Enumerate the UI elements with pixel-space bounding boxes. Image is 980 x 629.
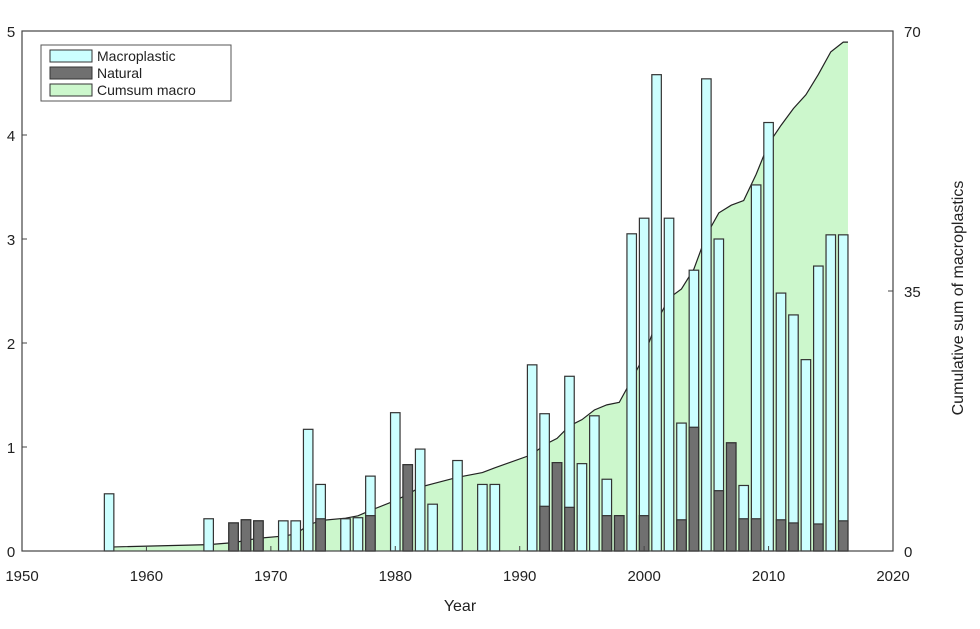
bar-natural-2007 <box>725 442 737 552</box>
x-tick-label: 1980 <box>379 568 412 585</box>
legend-label-cumsum: Cumsum macro <box>97 82 196 98</box>
bar-natural-1993 <box>551 462 563 552</box>
bar-macroplastic-1982 <box>414 448 426 552</box>
y2-tick-label: 35 <box>904 284 921 301</box>
bar-layer <box>103 74 849 552</box>
bar-macroplastic-1985 <box>452 459 463 552</box>
y-tick-label: 1 <box>7 440 15 457</box>
cumsum-area <box>113 42 848 552</box>
bar-natural-2008 <box>738 518 750 552</box>
bar-natural-2000 <box>638 515 650 552</box>
x-tick-label: 2020 <box>876 568 909 585</box>
bar-macroplastic-1987 <box>477 483 488 552</box>
bar-macroplastic-1995 <box>576 463 588 552</box>
bar-natural-1969 <box>253 520 264 552</box>
bar-macroplastic-1965 <box>203 518 214 552</box>
bar-natural-2004 <box>688 426 700 552</box>
legend-label-natural: Natural <box>97 65 142 81</box>
bar-macroplastic-2001 <box>651 74 662 552</box>
x-tick-label: 1970 <box>254 568 287 585</box>
bar-macroplastic-1983 <box>427 503 438 552</box>
y-tick-label: 0 <box>7 544 15 561</box>
bar-natural-1994 <box>564 506 575 552</box>
bar-macroplastic-2015 <box>825 234 837 552</box>
bar-natural-2012 <box>788 522 799 552</box>
bar-macroplastic-2012 <box>788 314 799 552</box>
bar-macroplastic-1976 <box>340 518 351 552</box>
bar-natural-2006 <box>713 490 725 552</box>
bar-macroplastic-2013 <box>800 359 812 552</box>
y-tick-label: 5 <box>7 24 15 41</box>
bar-natural-2009 <box>750 518 762 552</box>
bar-macroplastic-1977 <box>352 517 364 552</box>
legend-swatch-cumsum <box>49 83 93 97</box>
y2-tick-label: 70 <box>904 24 921 41</box>
bar-natural-2011 <box>775 519 787 552</box>
bar-macroplastic-2000 <box>638 217 650 552</box>
bar-natural-1968 <box>240 519 252 552</box>
y-tick-label: 2 <box>7 336 15 353</box>
legend-swatch-macroplastic <box>49 49 93 63</box>
tick-layer: 1950 1960 1970 1980 1990 2000 2010 2020 0 1 2 3 4 5 0 3… <box>5 24 920 585</box>
x-tick-label: 1990 <box>503 568 536 585</box>
bar-macroplastic-1996 <box>589 415 600 552</box>
bar-natural-1998 <box>613 515 625 552</box>
cumsum-area-layer <box>113 41 848 552</box>
bar-macroplastic-2014 <box>812 265 824 552</box>
bar-natural-1974 <box>315 518 326 552</box>
legend: Macroplastic Natural Cumsum macro <box>40 44 232 102</box>
bar-macroplastic-1973 <box>302 428 314 552</box>
bar-macroplastic-2005 <box>701 78 712 552</box>
y2-tick-label: 0 <box>904 544 912 561</box>
y-tick-label: 3 <box>7 232 15 249</box>
x-tick-label: 2000 <box>627 568 660 585</box>
bar-natural-1981 <box>402 464 414 552</box>
bar-macroplastic-2009 <box>750 184 762 552</box>
legend-label-macroplastic: Macroplastic <box>97 48 176 64</box>
y-tick-label: 4 <box>7 128 15 145</box>
bar-macroplastic-2002 <box>663 217 675 552</box>
bar-macroplastic-1972 <box>290 520 302 552</box>
bar-natural-1997 <box>601 515 613 552</box>
bar-macroplastic-1980 <box>389 412 401 552</box>
bar-macroplastic-1971 <box>277 520 289 552</box>
bar-macroplastic-1991 <box>526 364 538 552</box>
bar-macroplastic-2011 <box>775 292 787 552</box>
x-tick-label: 1950 <box>5 568 38 585</box>
bar-natural-1992 <box>539 505 550 552</box>
x-tick-label: 1960 <box>130 568 163 585</box>
bar-natural-1978 <box>365 515 376 552</box>
x-tick-label: 2010 <box>752 568 785 585</box>
bar-natural-1967 <box>228 522 239 552</box>
legend-swatch-natural <box>49 66 93 80</box>
bar-macroplastic-2016 <box>837 234 849 552</box>
bar-natural-2014 <box>812 523 824 552</box>
bar-macroplastic-2010 <box>763 121 774 552</box>
bar-macroplastic-1957 <box>103 493 115 552</box>
bar-natural-2003 <box>676 519 687 552</box>
cumsum-line <box>113 41 848 548</box>
bar-natural-2016 <box>837 520 849 552</box>
x-axis-label: Year <box>444 598 477 615</box>
y2-axis-label: Cumulative sum of macroplastics <box>950 181 967 416</box>
bar-macroplastic-1999 <box>626 233 638 552</box>
bar-macroplastic-1988 <box>489 483 501 552</box>
